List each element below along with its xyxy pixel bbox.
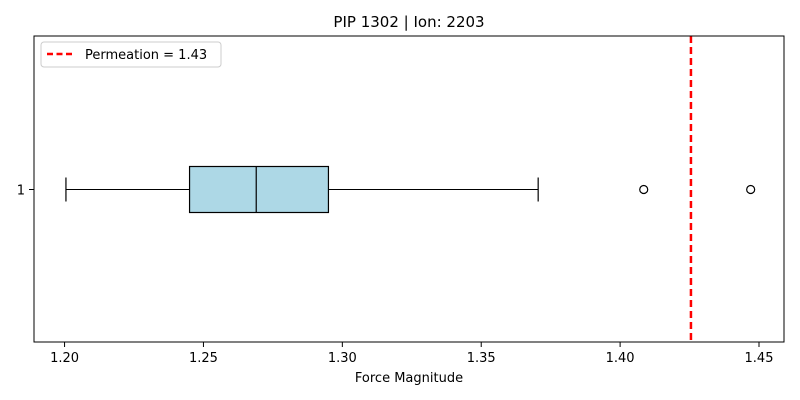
x-tick-label: 1.45 <box>745 351 774 366</box>
x-tick-label: 1.30 <box>328 351 357 366</box>
x-tick-label: 1.20 <box>50 351 79 366</box>
box-iqr <box>188 165 330 214</box>
outlier-point <box>639 184 649 195</box>
x-tick-label: 1.35 <box>467 351 496 366</box>
x-tick-label: 1.25 <box>189 351 218 366</box>
x-axis: 1.20 1.25 1.30 1.35 1.40 1.45 <box>50 342 773 366</box>
x-tick-label: 1.40 <box>606 351 635 366</box>
chart-title: PIP 1302 | Ion: 2203 <box>333 13 484 31</box>
plot-area <box>65 36 756 342</box>
outlier-point <box>746 184 756 195</box>
legend: Permeation = 1.43 <box>40 41 222 68</box>
legend-entry-label: Permeation = 1.43 <box>85 48 207 63</box>
y-axis: 1 <box>17 184 34 199</box>
legend-box <box>40 41 222 68</box>
y-tick-label: 1 <box>17 184 25 199</box>
x-axis-label: Force Magnitude <box>355 371 463 386</box>
